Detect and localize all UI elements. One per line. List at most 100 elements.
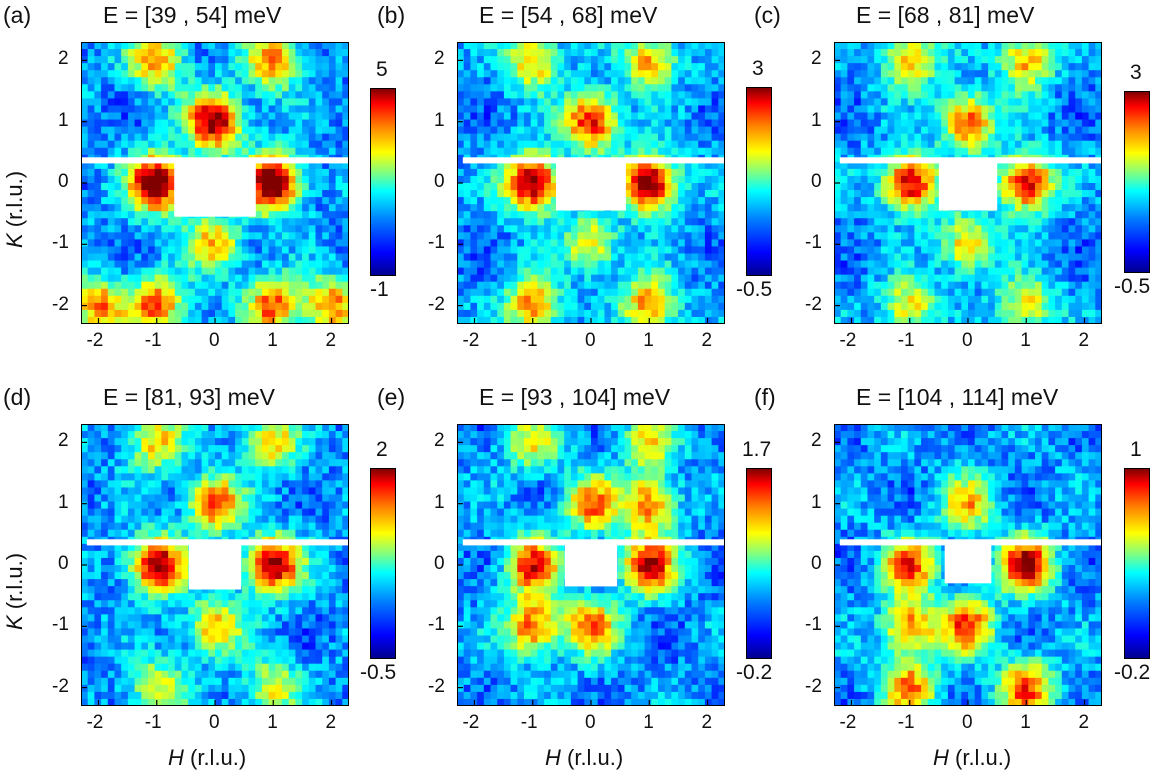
heatmap-cell (1048, 147, 1056, 156)
heatmap-cell (684, 112, 693, 121)
heatmap-cell (564, 84, 572, 92)
heatmap-cell (308, 204, 317, 212)
heatmap-cell (457, 119, 465, 128)
heatmap-cell (221, 147, 229, 156)
heatmap-cell (1055, 84, 1063, 92)
heatmap-cell (1008, 218, 1016, 226)
heatmap-cell (188, 302, 196, 311)
heatmap-cell (235, 112, 243, 121)
heatmap-cell (470, 77, 478, 85)
heatmap-cell (537, 161, 545, 170)
heatmap-cell (261, 161, 270, 170)
heatmap-cell (127, 246, 136, 255)
heatmap-cell (847, 147, 855, 156)
heatmap-cell (208, 316, 216, 324)
heatmap-cell (248, 316, 256, 324)
heatmap-cell (503, 253, 512, 262)
heatmap-cell (530, 42, 538, 50)
heatmap-cell (1088, 218, 1096, 226)
heatmap-cell (880, 105, 889, 114)
heatmap-cell (228, 246, 236, 255)
heatmap-cell (228, 260, 236, 269)
heatmap-cell (497, 218, 505, 226)
heatmap-cell (328, 49, 337, 57)
heatmap-cell (221, 274, 229, 283)
heatmap-cell (557, 302, 565, 311)
heatmap-cell (201, 281, 209, 290)
heatmap-cell (711, 91, 719, 99)
heatmap-cell (1061, 147, 1070, 156)
heatmap-cell (718, 175, 725, 184)
heatmap-cell (121, 267, 129, 276)
heatmap-cell (901, 260, 909, 269)
heatmap-cell (1001, 204, 1009, 212)
heatmap-cell (261, 98, 270, 107)
heatmap-cell (477, 70, 485, 78)
heatmap-cell (524, 84, 532, 92)
heatmap-cell (691, 133, 699, 142)
heatmap-cell (302, 239, 310, 248)
heatmap-cell (241, 119, 250, 128)
heatmap-cell (470, 42, 478, 50)
heatmap-cell (921, 232, 929, 240)
heatmap-cell (201, 98, 209, 107)
heatmap-cell (584, 49, 592, 57)
heatmap-cell (503, 281, 512, 290)
heatmap-cell (874, 260, 882, 269)
heatmap-cell (847, 211, 855, 219)
heatmap-cell (671, 91, 679, 99)
heatmap-cell (510, 119, 518, 128)
heatmap-cell (194, 281, 203, 290)
heatmap-cell (651, 288, 659, 297)
heatmap-cell (255, 211, 263, 219)
heatmap-cell (275, 56, 283, 64)
heatmap-cell (564, 253, 572, 262)
heatmap-cell (624, 140, 632, 149)
heatmap-cell (644, 288, 652, 297)
heatmap-cell (282, 239, 290, 248)
heatmap-cell (604, 91, 612, 99)
heatmap-cell (624, 302, 632, 311)
heatmap-cell (107, 316, 116, 324)
heatmap-cell (154, 309, 162, 318)
heatmap-cell (154, 253, 162, 262)
heatmap-cell (961, 246, 969, 255)
heatmap-cell (342, 431, 349, 439)
heatmap-cell (1008, 56, 1016, 64)
heatmap-cell (860, 183, 869, 191)
panel-a-colorbar-max: 5 (376, 58, 388, 81)
heatmap-cell (154, 133, 162, 142)
heatmap-cell (704, 119, 713, 128)
heatmap-cell (477, 105, 485, 114)
heatmap-cell (961, 253, 969, 262)
heatmap-cell (530, 239, 538, 248)
heatmap-cell (994, 126, 1003, 135)
panel-a-letter: (a) (3, 2, 32, 28)
heatmap-cell (961, 147, 969, 156)
heatmap-cell (988, 302, 996, 311)
heatmap-cell (1008, 232, 1016, 240)
heatmap-cell (1035, 309, 1043, 318)
heatmap-cell (544, 42, 552, 50)
heatmap-cell (94, 105, 102, 114)
heatmap-cell (510, 246, 518, 255)
heatmap-cell (711, 211, 719, 219)
heatmap-cell (537, 281, 545, 290)
heatmap-cell (671, 70, 679, 78)
heatmap-cell (691, 316, 699, 324)
heatmap-cell (181, 70, 189, 78)
heatmap-cell (691, 168, 699, 177)
heatmap-cell (530, 140, 538, 149)
heatmap-cell (880, 190, 889, 198)
heatmap-cell (1028, 267, 1036, 276)
heatmap-cell (847, 56, 855, 64)
heatmap-cell (591, 246, 599, 255)
heatmap-cell (1048, 49, 1056, 57)
heatmap-cell (584, 309, 592, 318)
heatmap-cell (1001, 63, 1009, 71)
heatmap-cell (107, 56, 116, 64)
heatmap-cell (81, 218, 89, 226)
heatmap-cell (302, 246, 310, 255)
heatmap-cell (1068, 204, 1076, 212)
heatmap-cell (854, 91, 862, 99)
